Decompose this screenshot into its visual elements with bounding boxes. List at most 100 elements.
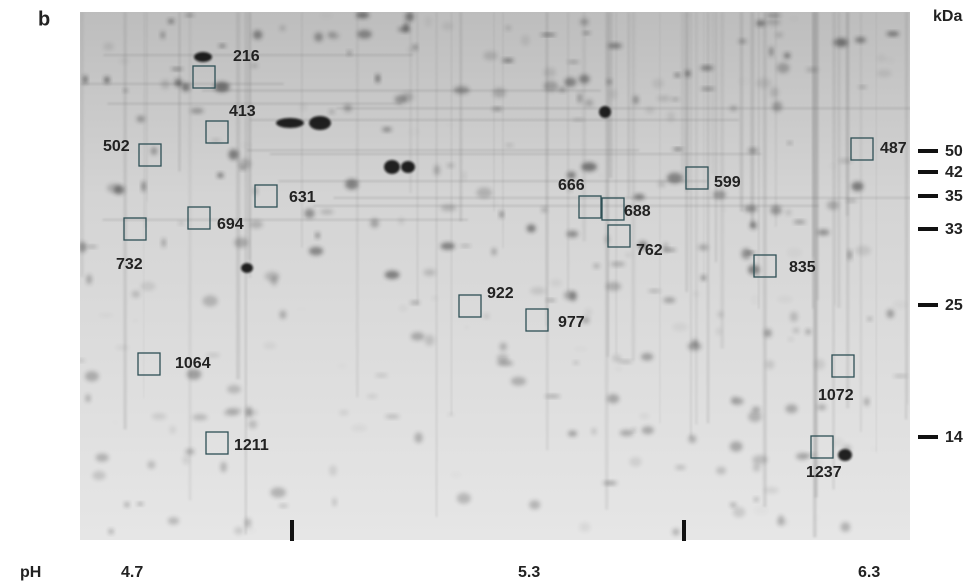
protein-spot	[667, 111, 675, 122]
spot-label: 413	[229, 103, 256, 120]
protein-spot	[450, 471, 463, 478]
protein-spot	[893, 374, 908, 378]
protein-spot	[700, 274, 707, 281]
streak	[582, 12, 587, 242]
protein-spot	[103, 42, 114, 51]
protein-spot	[270, 487, 286, 498]
protein-spot	[775, 32, 783, 38]
protein-spot	[550, 279, 562, 287]
protein-spot	[604, 235, 610, 245]
protein-spot	[712, 190, 726, 200]
protein-spot	[838, 37, 849, 48]
protein-spot	[788, 337, 794, 342]
protein-spot	[394, 95, 407, 104]
protein-spot	[228, 149, 239, 160]
protein-spot	[787, 248, 802, 258]
spot-box	[205, 431, 229, 455]
protein-spot	[401, 161, 415, 173]
protein-spot	[756, 20, 766, 27]
protein-spot	[160, 31, 165, 39]
ph-label: pH	[20, 564, 41, 581]
protein-spot	[753, 497, 759, 502]
spot-label: 599	[714, 174, 741, 191]
spot-box	[810, 435, 834, 459]
protein-spot	[648, 289, 661, 293]
protein-spot	[751, 406, 761, 413]
protein-spot	[693, 291, 699, 297]
protein-spot	[817, 404, 827, 411]
protein-spot	[384, 160, 400, 174]
protein-spot	[599, 106, 611, 118]
streak	[236, 12, 241, 380]
spot-label: 977	[558, 314, 585, 331]
protein-spot	[641, 353, 654, 361]
streak	[103, 54, 413, 57]
protein-spot	[805, 67, 819, 73]
protein-spot	[772, 101, 783, 112]
streak	[493, 12, 495, 212]
spot-box	[138, 143, 162, 167]
streak	[80, 12, 84, 278]
streak	[107, 102, 402, 105]
protein-spot	[137, 502, 144, 506]
protein-spot	[579, 18, 589, 26]
protein-spot	[433, 164, 440, 176]
streak	[816, 12, 819, 301]
protein-spot	[205, 353, 221, 358]
streak	[250, 118, 739, 121]
streak	[846, 12, 850, 409]
protein-spot	[399, 305, 408, 312]
protein-spot	[320, 12, 333, 19]
streak	[714, 12, 718, 263]
protein-spot	[244, 517, 252, 529]
protein-spot	[578, 74, 590, 84]
spot-box	[205, 120, 229, 144]
streak	[680, 12, 685, 185]
protein-spot	[717, 311, 724, 318]
protein-spot	[169, 425, 177, 435]
protein-spot	[194, 52, 212, 62]
protein-spot	[278, 504, 289, 508]
protein-spot	[815, 459, 824, 466]
protein-spot	[147, 460, 156, 469]
protein-spot	[748, 411, 762, 422]
protein-spot	[375, 73, 381, 83]
protein-spot	[185, 13, 194, 17]
protein-spot	[870, 446, 877, 451]
protein-spot	[251, 63, 258, 69]
protein-spot	[351, 424, 368, 432]
protein-spot	[160, 79, 170, 89]
protein-spot	[672, 147, 683, 151]
protein-spot	[276, 118, 304, 128]
protein-spot	[544, 394, 561, 399]
streak	[631, 12, 636, 361]
protein-spot	[769, 86, 779, 98]
protein-spot	[293, 307, 309, 312]
protein-spot	[529, 500, 541, 510]
protein-spot	[491, 107, 503, 112]
protein-spot	[729, 441, 743, 452]
streak	[333, 196, 910, 199]
protein-spot	[151, 413, 167, 420]
protein-spot	[546, 298, 556, 302]
protein-spot	[397, 26, 411, 33]
protein-spot	[828, 163, 836, 169]
protein-spot	[776, 62, 790, 74]
ph-tick-label: 5.3	[518, 564, 540, 581]
protein-spot	[672, 322, 688, 332]
protein-spot	[763, 328, 772, 338]
protein-spot	[410, 332, 425, 341]
protein-spot	[789, 311, 798, 322]
protein-spot	[370, 218, 379, 228]
protein-spot	[747, 147, 759, 154]
protein-spot	[770, 205, 782, 215]
protein-spot	[263, 342, 276, 350]
protein-spot	[700, 65, 714, 71]
protein-spot	[607, 393, 620, 404]
protein-spot	[308, 246, 324, 256]
protein-spot	[167, 517, 180, 525]
protein-spot	[652, 78, 664, 89]
protein-spot	[612, 354, 622, 362]
protein-spot	[631, 427, 637, 432]
protein-spot	[171, 67, 183, 71]
